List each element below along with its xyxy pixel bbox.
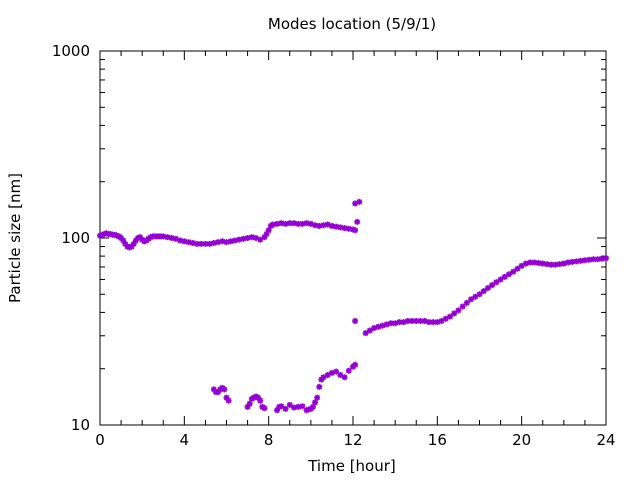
data-point xyxy=(493,279,500,286)
data-point xyxy=(396,319,403,326)
chart-title: Modes location (5/9/1) xyxy=(268,15,436,33)
tick-labels-layer: 0 4 8 12 16 20 24 10 100 1000 xyxy=(52,42,616,449)
data-point xyxy=(484,285,491,292)
data-point xyxy=(282,405,289,412)
data-point xyxy=(594,256,601,263)
data-point xyxy=(362,330,369,337)
data-point xyxy=(489,282,496,289)
data-point xyxy=(312,399,319,406)
data-point xyxy=(352,361,359,368)
data-point xyxy=(198,240,205,247)
data-point xyxy=(286,220,293,227)
data-point xyxy=(202,240,209,247)
y-tick-label: 10 xyxy=(71,416,90,434)
data-point xyxy=(480,288,487,295)
data-point xyxy=(476,291,483,298)
data-point xyxy=(468,296,475,303)
data-point xyxy=(278,403,285,410)
data-point xyxy=(257,236,264,243)
data-point xyxy=(451,310,458,317)
data-point xyxy=(225,397,232,404)
data-point xyxy=(328,369,335,376)
y-axis-label: Particle size [nm] xyxy=(6,173,24,303)
data-point xyxy=(223,239,230,246)
data-point xyxy=(221,386,228,393)
x-tick-label: 4 xyxy=(180,431,190,449)
x-tick-label: 12 xyxy=(343,431,362,449)
data-point xyxy=(352,227,359,234)
data-point xyxy=(556,261,563,268)
data-point xyxy=(231,237,238,244)
data-point xyxy=(333,368,340,375)
data-point xyxy=(246,400,253,407)
x-tick-label: 16 xyxy=(428,431,447,449)
data-point xyxy=(356,198,363,205)
data-point xyxy=(510,268,517,275)
data-point xyxy=(314,394,321,401)
data-point xyxy=(446,313,453,320)
data-point xyxy=(514,265,521,272)
data-point xyxy=(404,317,411,324)
data-point xyxy=(193,240,200,247)
data-point xyxy=(506,271,513,278)
y-tick-label: 100 xyxy=(61,229,90,247)
data-point xyxy=(472,293,479,300)
data-point xyxy=(603,255,609,262)
data-point xyxy=(569,258,576,265)
data-point xyxy=(257,397,264,404)
ticks-layer xyxy=(99,50,607,426)
data-point xyxy=(316,383,323,390)
points-layer xyxy=(97,198,609,414)
data-point xyxy=(286,401,293,408)
x-tick-label: 20 xyxy=(512,431,531,449)
data-point xyxy=(172,235,179,242)
data-point xyxy=(497,276,504,283)
data-point xyxy=(345,367,352,374)
data-point xyxy=(459,303,466,310)
data-point xyxy=(366,327,373,334)
data-point xyxy=(248,234,255,241)
y-tick-label: 1000 xyxy=(52,42,90,60)
data-point xyxy=(341,374,348,381)
data-point xyxy=(548,261,555,268)
data-point xyxy=(518,262,525,269)
data-point xyxy=(269,221,276,228)
x-tick-label: 24 xyxy=(596,431,615,449)
data-point xyxy=(455,307,462,314)
data-point xyxy=(586,256,593,263)
x-axis-label: Time [hour] xyxy=(307,457,396,475)
data-point xyxy=(387,320,394,327)
data-point xyxy=(598,255,605,262)
x-tick-label: 0 xyxy=(95,431,105,449)
data-point xyxy=(527,259,534,266)
x-tick-label: 8 xyxy=(264,431,274,449)
data-point xyxy=(539,260,546,267)
data-point xyxy=(354,218,361,225)
data-point xyxy=(261,405,268,412)
data-point xyxy=(299,403,306,410)
data-point xyxy=(352,317,359,324)
data-point xyxy=(463,299,470,306)
data-point xyxy=(244,235,251,241)
data-point xyxy=(501,273,508,280)
